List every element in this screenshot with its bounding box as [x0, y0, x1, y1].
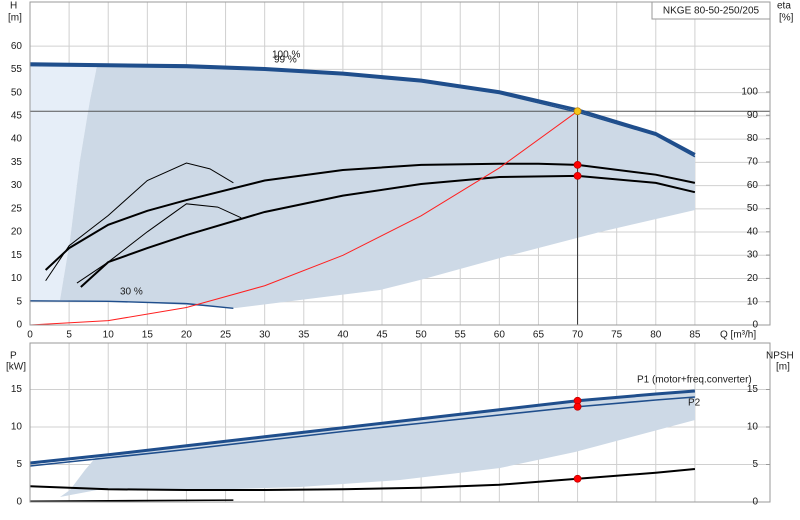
y2-tick-label: 5 — [752, 459, 758, 470]
x-tick-label: 10 — [103, 330, 115, 341]
duty-point — [573, 474, 582, 483]
series-line — [29, 468, 696, 491]
y2-tick-label: 10 — [747, 296, 759, 307]
y2-axis-unit: [%] — [779, 13, 794, 24]
y2-tick-label: 100 — [741, 87, 758, 98]
x-tick-label: 5 — [66, 330, 72, 341]
y2-axis-label: eta — [777, 1, 791, 12]
y-tick-label: 40 — [11, 134, 23, 145]
y-tick-label: 5 — [16, 296, 22, 307]
series-label: P1 (motor+freq.converter) — [637, 375, 752, 386]
duty-point — [573, 402, 582, 411]
y2-axis-label: NPSH — [766, 351, 794, 362]
duty-point — [573, 160, 582, 169]
plot-layer — [29, 62, 770, 503]
y-tick-label: 0 — [16, 497, 22, 508]
y-tick-label: 60 — [11, 41, 23, 52]
y-tick-label: 0 — [16, 320, 22, 331]
range-light — [30, 65, 97, 300]
x-tick-label: 0 — [27, 330, 33, 341]
x-tick-label: 75 — [611, 330, 623, 341]
x-tick-label: 70 — [572, 330, 584, 341]
plot-frame — [29, 1, 771, 326]
y-tick-label: 15 — [11, 250, 23, 261]
y-axis-label: H — [10, 1, 17, 12]
y2-tick-label: 0 — [752, 497, 758, 508]
range-shade — [60, 66, 695, 308]
x-tick-label: 35 — [298, 330, 310, 341]
range-shade-power — [60, 390, 695, 497]
series-line — [29, 389, 696, 465]
y-axis-unit: [kW] — [6, 362, 26, 373]
y2-tick-label: 10 — [747, 422, 759, 433]
y-tick-label: 35 — [11, 157, 23, 168]
title-box — [651, 1, 771, 20]
series-line — [45, 162, 234, 281]
x-axis-label: Q [m³/h] — [720, 330, 756, 341]
series-label: 30 % — [120, 287, 143, 298]
y2-tick-label: 80 — [747, 133, 759, 144]
y2-tick-label: 20 — [747, 273, 759, 284]
x-tick-label: 40 — [337, 330, 349, 341]
y-tick-label: 20 — [11, 227, 23, 238]
series-line — [29, 300, 234, 309]
y-tick-label: 45 — [11, 111, 23, 122]
series-line — [29, 396, 695, 467]
series-line — [76, 203, 242, 284]
y-axis-label: P — [10, 351, 17, 362]
y2-tick-label: 70 — [747, 157, 759, 168]
y2-tick-label: 90 — [747, 110, 759, 121]
series-line — [29, 62, 696, 156]
y2-tick-label: 40 — [747, 226, 759, 237]
y-tick-label: 10 — [11, 273, 23, 284]
y2-tick-label: 30 — [747, 250, 759, 261]
plot-frame-power — [29, 342, 771, 503]
y2-tick-label: 60 — [747, 180, 759, 191]
y-tick-label: 50 — [11, 87, 23, 98]
y-tick-label: 10 — [11, 422, 23, 433]
series-line — [29, 64, 696, 158]
chart-title: NKGE 80-50-250/205 — [663, 6, 760, 17]
x-tick-label: 25 — [220, 330, 232, 341]
series-label: 99 % — [274, 55, 297, 66]
series-line — [29, 110, 578, 326]
x-tick-label: 55 — [455, 330, 467, 341]
y-tick-label: 25 — [11, 203, 23, 214]
y2-tick-label: 15 — [747, 384, 759, 395]
y2-axis-unit: [m] — [776, 362, 790, 373]
x-tick-label: 60 — [494, 330, 506, 341]
x-tick-label: 50 — [416, 330, 428, 341]
series-line — [29, 499, 234, 503]
y-tick-label: 15 — [11, 384, 23, 395]
series-label: 100 % — [272, 50, 300, 61]
duty-point — [573, 107, 582, 116]
y2-tick-label: 0 — [752, 320, 758, 331]
y-tick-label: 55 — [11, 64, 23, 75]
x-tick-label: 30 — [259, 330, 271, 341]
x-tick-label: 15 — [142, 330, 154, 341]
series-line — [80, 174, 696, 288]
duty-point — [573, 171, 582, 180]
y-axis-unit: [m] — [8, 13, 22, 24]
y2-tick-label: 50 — [747, 203, 759, 214]
x-tick-label: 45 — [376, 330, 388, 341]
x-tick-label: 20 — [181, 330, 193, 341]
y-tick-label: 30 — [11, 180, 23, 191]
x-tick-label: 65 — [533, 330, 545, 341]
x-tick-label: 80 — [650, 330, 662, 341]
series-label: P2 — [688, 398, 701, 409]
x-tick-label: 85 — [689, 330, 701, 341]
y-tick-label: 5 — [16, 459, 22, 470]
